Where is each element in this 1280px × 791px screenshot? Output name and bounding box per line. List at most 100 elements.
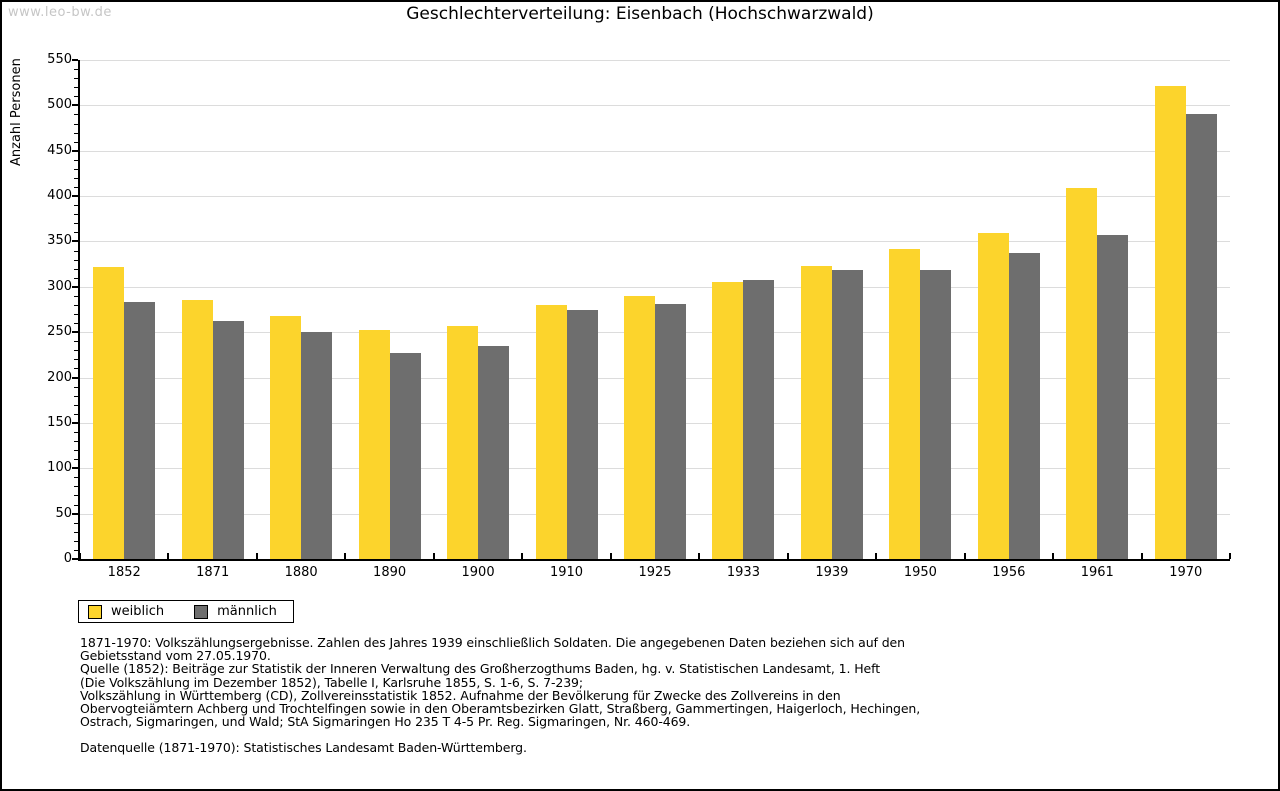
y-minor-tick-90: [74, 477, 78, 479]
bar-männlich-1880: [301, 332, 333, 559]
legend-swatch-maennlich: [194, 604, 209, 619]
x-label-1880: 1880: [284, 565, 318, 580]
datasource-line: Datenquelle (1871-1970): Statistisches L…: [80, 740, 527, 756]
y-major-tick-500: [72, 104, 78, 107]
y-tick-label-50: 50: [55, 505, 72, 521]
y-major-tick-50: [72, 512, 78, 515]
y-tick-label-100: 100: [47, 460, 72, 476]
bar-weiblich-1933: [712, 282, 744, 559]
y-minor-tick-210: [74, 368, 78, 370]
y-major-tick-250: [72, 331, 78, 334]
x-label-1910: 1910: [549, 565, 584, 580]
bar-männlich-1852: [124, 302, 156, 559]
x-label-1933: 1933: [726, 565, 760, 580]
chart-title: Geschlechterverteilung: Eisenbach (Hochs…: [406, 4, 874, 24]
y-minor-tick-440: [74, 159, 78, 161]
bar-männlich-1970: [1185, 114, 1217, 559]
y-minor-tick-10: [74, 549, 78, 551]
y-minor-tick-490: [74, 114, 78, 116]
y-minor-tick-540: [74, 69, 78, 71]
y-minor-tick-480: [74, 123, 78, 125]
legend-item-weiblich: weiblich: [88, 604, 164, 619]
gridline-500: [80, 105, 1230, 107]
y-major-tick-450: [72, 149, 78, 152]
x-label-1925: 1925: [638, 565, 672, 580]
gridline-400: [80, 196, 1230, 198]
bar-weiblich-1900: [447, 326, 479, 559]
x-tick-8: [786, 553, 789, 559]
x-tick-3: [344, 553, 347, 559]
y-tick-label-350: 350: [47, 233, 72, 249]
bar-weiblich-1871: [181, 300, 213, 559]
legend-swatch-weiblich: [88, 604, 102, 619]
x-label-1890: 1890: [373, 565, 407, 580]
bar-weiblich-1956: [977, 233, 1009, 559]
bar-männlich-1956: [1008, 253, 1040, 559]
y-tick-label-550: 550: [47, 52, 72, 67]
y-minor-tick-60: [74, 504, 78, 506]
y-minor-tick-220: [74, 359, 78, 361]
y-minor-tick-290: [74, 295, 78, 297]
footnote-line-1: 1871-1970: Volkszählungsergebnisse. Zahl…: [80, 635, 905, 650]
y-minor-tick-470: [74, 132, 78, 134]
bar-weiblich-1925: [624, 296, 655, 559]
x-label-1939: 1939: [815, 565, 849, 580]
footnote-lines: 1871-1970: Volkszählungsergebnisse. Zahl…: [80, 635, 940, 729]
footnotes: 1871-1970: Volkszählungsergebnisse. Zahl…: [80, 636, 940, 755]
y-minor-tick-330: [74, 259, 78, 261]
bar-weiblich-1852: [93, 267, 125, 559]
y-major-tick-300: [72, 285, 78, 288]
y-major-tick-0: [72, 558, 78, 560]
gridline-350: [80, 241, 1230, 243]
bar-weiblich-1950: [889, 249, 921, 559]
y-minor-tick-370: [74, 223, 78, 225]
x-label-1852: 1852: [107, 565, 141, 580]
bar-männlich-1910: [566, 310, 598, 559]
y-minor-tick-130: [74, 441, 78, 443]
plot-area: [78, 60, 1230, 561]
y-minor-tick-360: [74, 232, 78, 234]
gridline-300: [80, 286, 1230, 288]
y-minor-tick-80: [74, 486, 78, 488]
bar-männlich-1950: [920, 270, 952, 559]
y-major-tick-150: [72, 421, 78, 424]
x-label-1956: 1956: [992, 565, 1026, 580]
legend-item-maennlich: männlich: [194, 604, 277, 619]
bar-weiblich-1890: [358, 330, 390, 559]
y-tick-label-250: 250: [47, 324, 72, 340]
y-minor-tick-120: [74, 450, 78, 452]
y-minor-tick-380: [74, 214, 78, 216]
bar-weiblich-1939: [800, 266, 832, 559]
watermark-leo-bw: www.leo-bw.de: [8, 5, 112, 20]
bar-männlich-1939: [831, 270, 863, 559]
x-label-1961: 1961: [1080, 565, 1114, 580]
y-major-tick-550: [72, 59, 78, 61]
y-minor-tick-180: [74, 395, 78, 397]
x-tick-10: [963, 553, 966, 559]
x-tick-6: [609, 553, 612, 559]
y-minor-tick-390: [74, 205, 78, 207]
y-minor-tick-230: [74, 350, 78, 352]
bar-weiblich-1910: [535, 305, 567, 559]
y-tick-label-450: 450: [47, 142, 72, 158]
bar-männlich-1933: [743, 280, 775, 559]
footnote-line-2: Gebietsstand vom 27.05.1970.: [80, 648, 271, 664]
x-label-1871: 1871: [196, 565, 230, 580]
y-minor-tick-340: [74, 250, 78, 252]
y-major-tick-350: [72, 240, 78, 243]
y-minor-tick-170: [74, 404, 78, 406]
x-tick-4: [432, 553, 435, 559]
y-minor-tick-160: [74, 413, 78, 415]
x-tick-2: [255, 553, 258, 559]
y-tick-label-300: 300: [47, 278, 72, 294]
y-tick-label-0: 0: [63, 551, 72, 566]
footnote-line-4: (Die Volkszählung im Dezember 1852), Tab…: [80, 674, 584, 690]
y-minor-tick-70: [74, 495, 78, 497]
y-major-tick-100: [72, 467, 78, 470]
y-minor-tick-320: [74, 268, 78, 270]
y-minor-tick-430: [74, 168, 78, 170]
gridline-450: [80, 150, 1230, 152]
y-tick-label-500: 500: [47, 97, 72, 113]
x-label-1900: 1900: [461, 565, 495, 580]
